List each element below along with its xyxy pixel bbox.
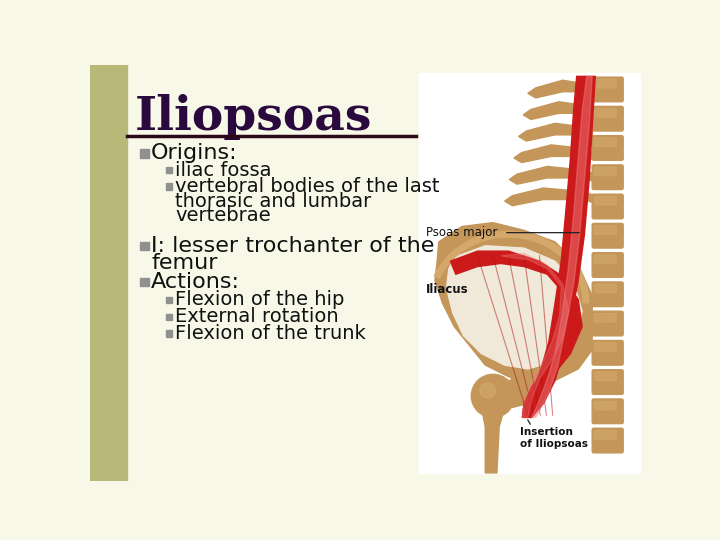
Polygon shape	[451, 251, 582, 417]
Polygon shape	[505, 188, 593, 206]
Text: Flexion of the hip: Flexion of the hip	[175, 290, 345, 309]
FancyBboxPatch shape	[595, 167, 616, 176]
FancyBboxPatch shape	[595, 401, 616, 410]
Polygon shape	[532, 76, 593, 417]
Bar	[166, 296, 172, 303]
FancyBboxPatch shape	[595, 314, 616, 322]
Bar	[166, 314, 172, 320]
Polygon shape	[500, 253, 569, 417]
Bar	[166, 167, 172, 173]
Circle shape	[472, 374, 515, 417]
FancyBboxPatch shape	[595, 197, 616, 205]
Polygon shape	[476, 396, 510, 473]
Bar	[166, 330, 172, 336]
Polygon shape	[518, 123, 593, 141]
Text: Actions:: Actions:	[151, 272, 240, 292]
Bar	[166, 184, 172, 190]
Polygon shape	[523, 102, 593, 119]
FancyBboxPatch shape	[593, 165, 624, 190]
Text: vertebral bodies of the last: vertebral bodies of the last	[175, 177, 440, 196]
FancyBboxPatch shape	[593, 136, 624, 160]
FancyBboxPatch shape	[595, 109, 616, 117]
Text: vertebrae: vertebrae	[175, 206, 271, 225]
Text: Psoas major: Psoas major	[426, 226, 498, 239]
FancyBboxPatch shape	[593, 77, 624, 102]
FancyBboxPatch shape	[593, 399, 624, 423]
Text: iliac fossa: iliac fossa	[175, 161, 271, 180]
Circle shape	[480, 383, 495, 398]
FancyBboxPatch shape	[593, 253, 624, 278]
FancyBboxPatch shape	[595, 226, 616, 234]
Text: femur: femur	[151, 253, 217, 273]
FancyBboxPatch shape	[593, 194, 624, 219]
Bar	[90, 65, 127, 481]
FancyBboxPatch shape	[593, 428, 624, 453]
FancyBboxPatch shape	[595, 372, 616, 381]
Text: Origins:: Origins:	[151, 143, 238, 163]
Text: Iliopsoas: Iliopsoas	[135, 94, 372, 140]
FancyBboxPatch shape	[595, 138, 616, 146]
FancyBboxPatch shape	[595, 284, 616, 293]
Polygon shape	[514, 145, 593, 163]
Bar	[140, 149, 148, 158]
FancyBboxPatch shape	[593, 106, 624, 131]
Polygon shape	[446, 246, 582, 369]
Text: External rotation: External rotation	[175, 307, 339, 326]
Polygon shape	[435, 222, 593, 384]
Polygon shape	[505, 373, 539, 408]
FancyBboxPatch shape	[593, 311, 624, 336]
Bar	[419, 72, 640, 473]
FancyBboxPatch shape	[595, 343, 616, 351]
FancyBboxPatch shape	[595, 79, 616, 88]
Text: Flexion of the trunk: Flexion of the trunk	[175, 324, 366, 343]
FancyBboxPatch shape	[593, 224, 624, 248]
Polygon shape	[528, 80, 593, 98]
FancyBboxPatch shape	[593, 340, 624, 365]
FancyBboxPatch shape	[595, 255, 616, 264]
Text: thorasic and lumbar: thorasic and lumbar	[175, 192, 372, 211]
FancyBboxPatch shape	[595, 430, 616, 439]
Text: Insertion
of Iliopsoas: Insertion of Iliopsoas	[520, 427, 588, 449]
FancyBboxPatch shape	[593, 370, 624, 394]
Polygon shape	[509, 166, 593, 184]
Text: Iliacus: Iliacus	[426, 283, 469, 296]
FancyBboxPatch shape	[593, 282, 624, 307]
Text: I: lesser trochanter of the: I: lesser trochanter of the	[151, 236, 435, 256]
Bar	[140, 241, 148, 250]
Bar	[140, 278, 148, 286]
Polygon shape	[523, 76, 595, 417]
